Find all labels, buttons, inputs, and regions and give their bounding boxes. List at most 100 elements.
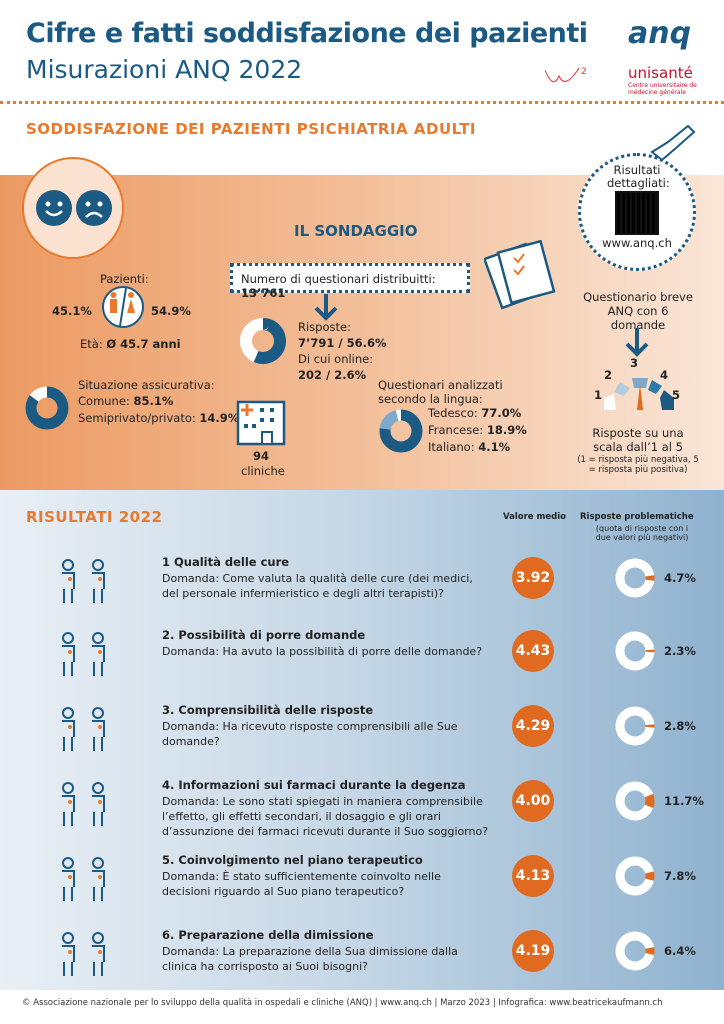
result-row: 2. Possibilità di porre domande Domanda:… xyxy=(0,628,724,698)
mean-value-badge: 4.43 xyxy=(512,630,554,672)
problem-segment-1 xyxy=(615,706,655,746)
age-value: Ø 45.7 anni xyxy=(106,337,181,351)
results-title: RISULTATI 2022 xyxy=(26,508,163,526)
divider xyxy=(0,101,724,104)
qr-code-icon xyxy=(615,191,659,235)
male-pct: 45.1% xyxy=(52,304,92,318)
page-title: Cifre e fatti soddisfazione dei pazienti xyxy=(26,18,588,49)
problem-donut xyxy=(615,931,655,971)
people-talking-icon xyxy=(62,932,105,976)
problem-segment-2 xyxy=(615,631,655,671)
problem-segment-2 xyxy=(615,558,655,598)
distributed-box: Numero di questionari distribuitti: 13’7… xyxy=(230,263,470,300)
problem-segment-2 xyxy=(615,931,655,971)
result-title: 1 Qualità delle cure xyxy=(162,555,290,569)
result-question: Domanda: È stato sufficientemente coinvo… xyxy=(162,870,441,898)
insurance-label: Situazione assicurativa: xyxy=(78,378,215,392)
result-question: Domanda: Ha ricevuto risposte comprensib… xyxy=(162,720,458,748)
result-title: 6. Preparazione della dimissione xyxy=(162,928,374,942)
unisante-subtitle: Centre universitaire de médecine général… xyxy=(628,82,697,96)
scale-gauge xyxy=(590,358,690,417)
people-talking-icon xyxy=(62,559,105,603)
scale-number: 1 xyxy=(594,388,603,402)
language-item: Francese: 18.9% xyxy=(428,423,527,437)
problem-donut xyxy=(615,631,655,671)
scale-label: Risposte su una scala dall’1 al 5 xyxy=(592,426,684,454)
result-title: 4. Informazioni sui farmaci durante la d… xyxy=(162,778,466,792)
scale-number: 2 xyxy=(604,368,613,382)
problem-pct: 2.3% xyxy=(664,644,696,658)
result-row: 4. Informazioni sui farmaci durante la d… xyxy=(0,778,724,848)
mean-value-badge: 4.29 xyxy=(512,705,554,747)
results-panel xyxy=(0,490,724,990)
problem-pct: 6.4% xyxy=(664,944,696,958)
unisante-logo: unisanté xyxy=(628,64,693,82)
problem-pct: 7.8% xyxy=(664,869,696,883)
result-title: 3. Comprensibilità delle risposte xyxy=(162,703,374,717)
problem-segment-2 xyxy=(615,781,655,821)
mean-column-header: Valore medio xyxy=(503,512,566,522)
distributed-label: Numero di questionari distribuitti: xyxy=(241,272,436,286)
problem-donut xyxy=(615,856,655,896)
result-question: Domanda: Come valuta la qualità delle cu… xyxy=(162,572,473,600)
arrow-down-icon xyxy=(625,328,649,362)
smiley-faces-icon xyxy=(22,157,124,259)
problem-donut xyxy=(615,558,655,598)
clinics-label: cliniche xyxy=(241,464,285,478)
scale-number: 3 xyxy=(630,356,639,370)
anq-logo: anq xyxy=(628,16,692,51)
responses-segment-1 xyxy=(240,318,286,364)
online-label: Di cui online: xyxy=(298,352,374,366)
qr-url[interactable]: www.anq.ch xyxy=(602,236,672,250)
gender-icon xyxy=(101,285,145,333)
pointing-hand-icon xyxy=(648,122,696,166)
hospital-icon xyxy=(236,396,286,450)
problem-donut xyxy=(615,706,655,746)
language-name: Francese: xyxy=(428,423,484,437)
mean-value-badge: 4.00 xyxy=(512,780,554,822)
mean-value-badge: 3.92 xyxy=(512,557,554,599)
language-value: 18.9% xyxy=(486,423,527,437)
age-label: Età: xyxy=(80,337,103,351)
language-segment-2 xyxy=(379,409,423,453)
mean-value-badge: 4.19 xyxy=(512,930,554,972)
questionnaire-icon xyxy=(482,239,564,314)
language-value: 77.0% xyxy=(481,406,522,420)
problem-pct: 4.7% xyxy=(664,571,696,585)
language-label: Questionari analizzati secondo la lingua… xyxy=(378,378,503,406)
mean-value-badge: 4.13 xyxy=(512,855,554,897)
problem-segment-1 xyxy=(615,631,655,671)
result-row: 1 Qualità delle cure Domanda: Come valut… xyxy=(0,555,724,625)
insurance-common-label: Comune: xyxy=(78,394,130,408)
language-item: Italiano: 4.1% xyxy=(428,440,527,454)
arrow-down-icon xyxy=(314,294,338,326)
footer: © Associazione nazionale per lo sviluppo… xyxy=(22,998,663,1008)
female-pct: 54.9% xyxy=(151,304,191,318)
svg-text:2: 2 xyxy=(581,67,587,77)
result-question: Domanda: La preparazione della Sua dimis… xyxy=(162,945,458,973)
qr-code-badge[interactable]: Risultati dettagliati: www.anq.ch xyxy=(578,153,696,271)
insurance-private-label: Semiprivato/privato: xyxy=(78,411,196,425)
clinics-value: 94 xyxy=(253,449,270,463)
problem-pct: 2.8% xyxy=(664,719,696,733)
page-subtitle: Misurazioni ANQ 2022 xyxy=(26,55,303,84)
people-talking-icon xyxy=(62,857,105,901)
responses-value: 7’791 / 56.6% xyxy=(298,336,387,350)
section-title: SODDISFAZIONE DEI PAZIENTI PSICHIATRIA A… xyxy=(26,120,477,138)
result-question: Domanda: Le sono stati spiegati in manie… xyxy=(162,795,489,838)
qr-label: Risultati dettagliati: xyxy=(607,163,670,190)
problem-column-note: (quota di risposte con i due valori più … xyxy=(595,524,689,542)
problem-segment-1 xyxy=(615,558,655,598)
problem-segment-1 xyxy=(615,931,655,971)
result-title: 2. Possibilità di porre domande xyxy=(162,628,366,642)
people-talking-icon xyxy=(62,782,105,826)
scale-note: (1 = risposta più negativa, 5 = risposta… xyxy=(577,455,699,475)
survey-title: IL SONDAGGIO xyxy=(294,222,418,240)
problem-pct: 11.7% xyxy=(664,794,704,808)
people-talking-icon xyxy=(62,632,105,676)
scale-number: 4 xyxy=(660,368,669,382)
online-value: 202 / 2.6% xyxy=(298,368,367,382)
insurance-private-value: 14.9% xyxy=(199,411,240,425)
w2-logo: 2 xyxy=(544,66,607,90)
language-donut xyxy=(379,409,423,453)
